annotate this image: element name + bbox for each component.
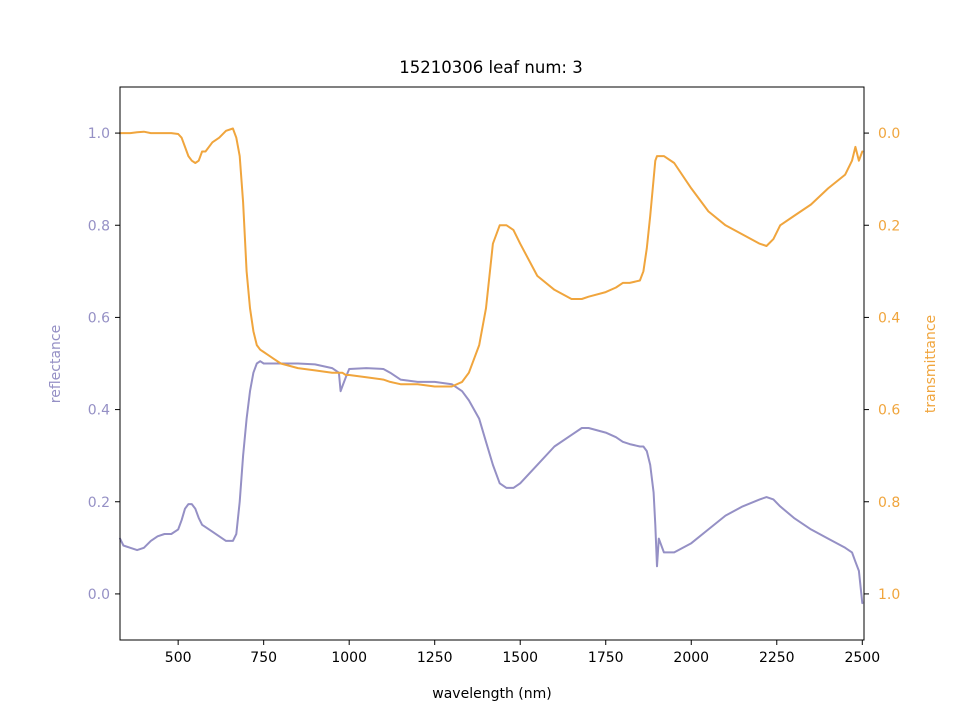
series-layer bbox=[119, 127, 864, 605]
y-right-tick-label: 0.4 bbox=[878, 310, 900, 326]
x-tick-label: 2500 bbox=[844, 650, 880, 666]
y-right-tick-label: 0.8 bbox=[878, 495, 900, 511]
y-left-tick-label: 0.6 bbox=[88, 310, 110, 326]
transmittance-series-line bbox=[119, 127, 864, 388]
reflectance-series-line bbox=[119, 360, 864, 605]
x-tick-label: 1000 bbox=[331, 650, 367, 666]
y-left-tick-label: 1.0 bbox=[88, 126, 110, 142]
y-left-tick-label: 0.8 bbox=[88, 218, 110, 234]
plot-frame bbox=[119, 86, 865, 641]
x-tick-label: 750 bbox=[250, 650, 277, 666]
plot-area bbox=[119, 86, 865, 641]
y-right-tick-label: 0.0 bbox=[878, 126, 900, 142]
x-axis-label: wavelength (nm) bbox=[432, 686, 551, 702]
y-left-tick-label: 0.2 bbox=[88, 495, 110, 511]
y-axis-left-label: reflectance bbox=[48, 325, 64, 403]
x-tick-label: 2000 bbox=[673, 650, 709, 666]
x-tick-label: 2250 bbox=[759, 650, 795, 666]
y-axis-right-label: transmittance bbox=[923, 315, 939, 413]
y-left-tick-label: 0.0 bbox=[88, 587, 110, 603]
x-tick-label: 500 bbox=[165, 650, 192, 666]
y-axis-left: 0.0 0.2 0.4 0.6 0.8 1.0 bbox=[88, 126, 120, 603]
x-axis: 500 750 1000 1250 1500 1750 2000 2250 2500 bbox=[165, 640, 880, 666]
x-tick-label: 1750 bbox=[588, 650, 624, 666]
y-right-tick-label: 1.0 bbox=[878, 587, 900, 603]
x-tick-label: 1500 bbox=[502, 650, 538, 666]
y-left-tick-label: 0.4 bbox=[88, 403, 110, 419]
y-axis-right: 0.0 0.2 0.4 0.6 0.8 1.0 bbox=[864, 126, 900, 603]
chart-title: 15210306 leaf num: 3 bbox=[399, 58, 582, 77]
y-right-tick-label: 0.2 bbox=[878, 218, 900, 234]
y-right-tick-label: 0.6 bbox=[878, 403, 900, 419]
x-tick-label: 1250 bbox=[417, 650, 453, 666]
